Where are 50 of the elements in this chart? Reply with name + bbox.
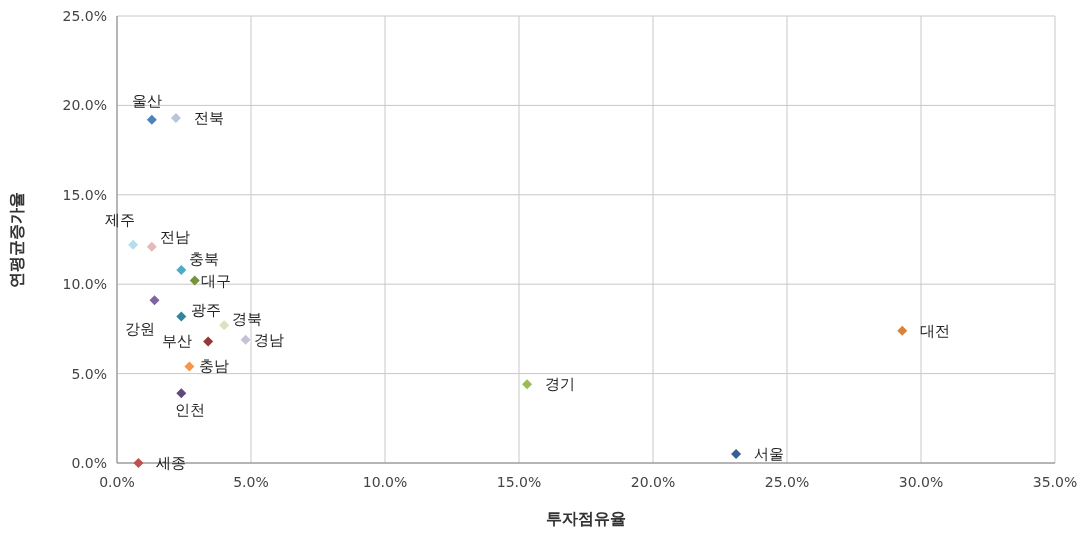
series-label: 대구 xyxy=(200,271,231,290)
point xyxy=(128,239,139,250)
point xyxy=(176,264,187,275)
x-tick-label: 15.0% xyxy=(496,474,542,490)
x-tick-label: 10.0% xyxy=(362,474,408,490)
series-label: 경남 xyxy=(253,330,284,349)
point xyxy=(146,114,157,125)
x-tick-label: 35.0% xyxy=(1032,474,1078,490)
x-tick-label: 25.0% xyxy=(764,474,810,490)
series-label: 부산 xyxy=(162,332,193,351)
point xyxy=(522,379,533,390)
series-label: 제주 xyxy=(105,210,136,229)
y-axis-title: 연평균증가율 xyxy=(7,191,26,288)
point xyxy=(203,336,214,347)
x-axis-title: 투자점유율 xyxy=(546,509,626,528)
point xyxy=(189,275,200,286)
series-label: 광주 xyxy=(191,301,222,320)
point xyxy=(897,325,908,336)
x-tick-label: 20.0% xyxy=(630,474,676,490)
series-label: 서울 xyxy=(754,445,785,464)
point xyxy=(133,458,144,468)
x-tick-label: 30.0% xyxy=(898,474,944,490)
series-label: 울산 xyxy=(131,91,162,110)
series-label: 전북 xyxy=(193,108,224,127)
point xyxy=(170,112,181,123)
point xyxy=(146,241,157,252)
y-tick-label: 15.0% xyxy=(62,186,107,203)
point xyxy=(219,320,230,331)
series-label: 전남 xyxy=(159,227,190,246)
point xyxy=(184,361,195,372)
series-label: 강원 xyxy=(124,320,155,339)
x-tick-label: 0.0% xyxy=(99,474,135,490)
series-label: 세종 xyxy=(156,454,187,472)
point xyxy=(731,449,742,460)
y-tick-label: 5.0% xyxy=(71,365,107,382)
x-tick-label: 5.0% xyxy=(233,474,269,490)
y-tick-label: 0.0% xyxy=(71,455,107,471)
series-label: 인천 xyxy=(175,401,206,420)
point xyxy=(176,311,187,322)
series-label: 대전 xyxy=(920,321,951,340)
point xyxy=(149,295,160,306)
y-tick-label: 20.0% xyxy=(62,97,107,114)
series-label: 경북 xyxy=(232,310,263,329)
y-tick-label: 25.0% xyxy=(62,8,107,24)
series-label: 충북 xyxy=(189,249,220,268)
series-label: 경기 xyxy=(545,375,576,394)
point xyxy=(240,334,251,345)
point xyxy=(176,388,187,399)
y-tick-label: 10.0% xyxy=(62,276,107,293)
series-label: 충남 xyxy=(199,357,230,376)
